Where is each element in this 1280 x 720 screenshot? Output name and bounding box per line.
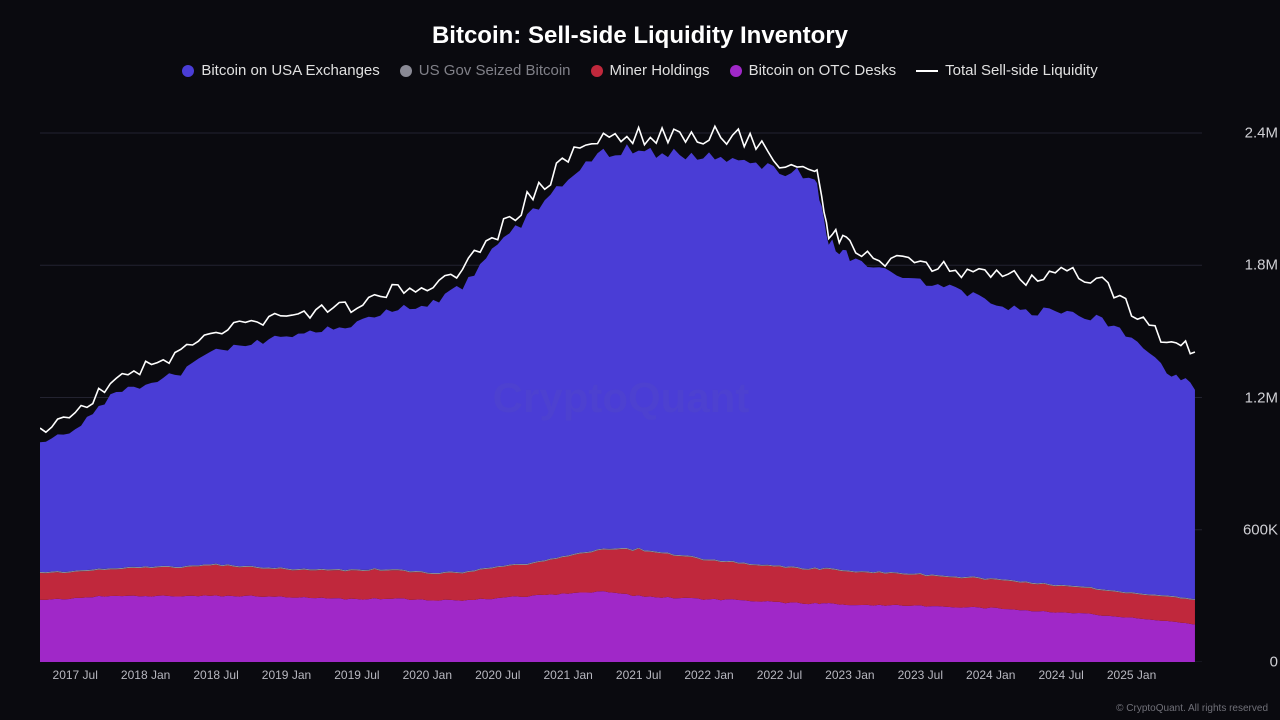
y-tick-label: 600K (1208, 521, 1278, 538)
legend-label: Bitcoin on USA Exchanges (201, 62, 379, 79)
legend-label: Miner Holdings (610, 62, 710, 79)
legend-item[interactable]: US Gov Seized Bitcoin (400, 62, 571, 79)
chart-legend: Bitcoin on USA Exchanges US Gov Seized Bi… (0, 62, 1280, 91)
x-tick-label: 2022 Jul (757, 668, 802, 682)
x-tick-label: 2018 Jul (193, 668, 238, 682)
x-tick-label: 2023 Jul (898, 668, 943, 682)
legend-item[interactable]: Miner Holdings (591, 62, 710, 79)
legend-label: Total Sell-side Liquidity (945, 62, 1098, 79)
x-tick-label: 2020 Jan (403, 668, 452, 682)
x-tick-label: 2025 Jan (1107, 668, 1156, 682)
y-tick-label: 2.4M (1208, 125, 1278, 142)
chart-svg (40, 100, 1202, 662)
x-tick-label: 2021 Jan (543, 668, 592, 682)
x-axis-ticks: 2017 Jul 2018 Jan 2018 Jul 2019 Jan 2019 Jul… (40, 668, 1202, 692)
y-tick-label: 0 (1208, 654, 1278, 671)
x-tick-label: 2021 Jul (616, 668, 661, 682)
y-axis-ticks: 0600K1.2M1.8M2.4M (1208, 100, 1278, 662)
legend-swatch (730, 65, 742, 77)
x-tick-label: 2018 Jan (121, 668, 170, 682)
y-tick-label: 1.8M (1208, 257, 1278, 274)
y-tick-label: 1.2M (1208, 389, 1278, 406)
x-tick-label: 2023 Jan (825, 668, 874, 682)
legend-item[interactable]: Total Sell-side Liquidity (916, 62, 1098, 79)
x-tick-label: 2024 Jul (1038, 668, 1083, 682)
legend-swatch (182, 65, 194, 77)
legend-label: US Gov Seized Bitcoin (419, 62, 571, 79)
chart-title: Bitcoin: Sell-side Liquidity Inventory (0, 0, 1280, 62)
legend-swatch (400, 65, 412, 77)
x-tick-label: 2019 Jan (262, 668, 311, 682)
x-tick-label: 2020 Jul (475, 668, 520, 682)
legend-label: Bitcoin on OTC Desks (749, 62, 897, 79)
legend-line-swatch (916, 70, 938, 72)
legend-item[interactable]: Bitcoin on OTC Desks (730, 62, 897, 79)
x-tick-label: 2024 Jan (966, 668, 1015, 682)
chart-plot-area: CryptoQuant (40, 100, 1202, 662)
copyright-text: © CryptoQuant. All rights reserved (1116, 703, 1268, 714)
area-usa (40, 144, 1195, 599)
legend-item[interactable]: Bitcoin on USA Exchanges (182, 62, 379, 79)
x-tick-label: 2019 Jul (334, 668, 379, 682)
x-tick-label: 2017 Jul (53, 668, 98, 682)
legend-swatch (591, 65, 603, 77)
x-tick-label: 2022 Jan (684, 668, 733, 682)
